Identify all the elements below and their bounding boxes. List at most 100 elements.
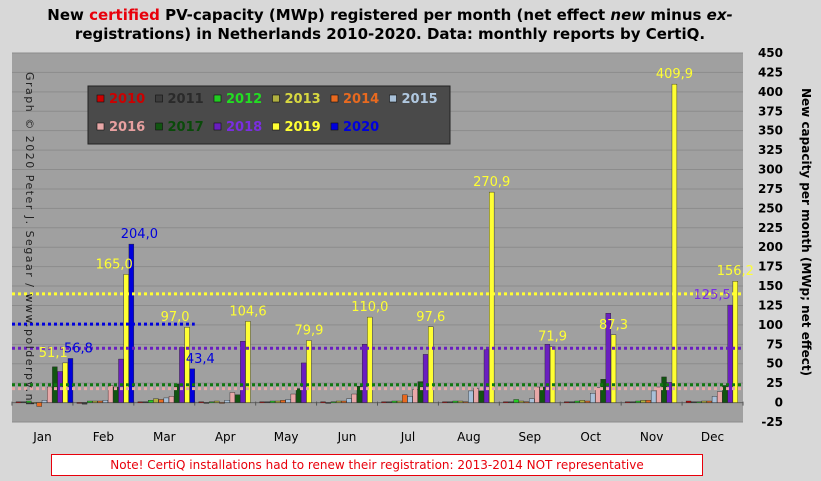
bar xyxy=(62,362,68,403)
bar xyxy=(15,401,22,403)
bar xyxy=(31,402,37,404)
bar xyxy=(325,402,331,404)
bar xyxy=(691,401,697,403)
value-label: 110,0 xyxy=(351,300,388,315)
legend-label: 2011 xyxy=(168,92,204,107)
value-label: 125,5 xyxy=(694,288,731,303)
y-tick-label: 350 xyxy=(758,124,783,138)
bar xyxy=(473,388,479,403)
bar xyxy=(234,394,241,403)
title-part-3: minus xyxy=(645,6,707,24)
bar xyxy=(229,392,236,403)
bar xyxy=(335,400,342,403)
bar xyxy=(198,401,204,403)
bar xyxy=(224,400,230,403)
bar xyxy=(457,400,464,403)
bar xyxy=(381,401,387,403)
credit-text: Graph © 2020 Peter J. Segaar / www.polde… xyxy=(23,72,36,407)
bar xyxy=(523,401,530,403)
y-tick-label: 400 xyxy=(758,85,783,99)
bar xyxy=(402,394,408,403)
bar xyxy=(595,387,601,403)
y-tick-label: 300 xyxy=(758,163,783,177)
bar xyxy=(92,400,98,403)
bar xyxy=(412,389,418,403)
bar xyxy=(179,347,185,403)
x-tick-label: May xyxy=(274,430,299,444)
bar-layer xyxy=(15,83,738,407)
x-tick-label: Oct xyxy=(580,430,601,444)
bar xyxy=(356,386,363,403)
bar xyxy=(483,349,490,403)
legend-label: 2016 xyxy=(109,120,145,135)
bar xyxy=(463,401,469,403)
bar xyxy=(102,400,109,403)
value-label: 270,9 xyxy=(473,175,510,190)
legend-swatch xyxy=(330,94,339,103)
bar xyxy=(407,396,413,403)
bar xyxy=(727,304,733,403)
bar xyxy=(706,400,712,403)
bar xyxy=(123,274,129,403)
legend-label: 2019 xyxy=(285,120,321,135)
value-label: 204,0 xyxy=(121,227,158,242)
x-tick-label: Jan xyxy=(32,430,52,444)
bar xyxy=(650,390,657,403)
bar xyxy=(163,397,169,403)
x-tick-label: Apr xyxy=(215,430,236,444)
legend-swatch xyxy=(272,122,280,131)
bar xyxy=(269,400,276,403)
value-label: 71,9 xyxy=(538,330,567,345)
bar xyxy=(468,390,474,403)
x-tick-label: Dec xyxy=(701,430,724,444)
legend: 2010 2011 2012 2013 2014 2015 2016 2017 2018 2019… xyxy=(87,85,451,145)
bar xyxy=(259,401,265,403)
value-label-layer: 51,156,8 165,0 204,0 97,0 43,4 104,6 79,9 110,0… xyxy=(39,67,754,367)
bar xyxy=(529,398,535,403)
bar xyxy=(391,400,398,403)
bar xyxy=(158,399,164,403)
bar xyxy=(428,326,434,403)
y-tick-label: 150 xyxy=(758,279,783,293)
bar xyxy=(610,334,617,403)
bar xyxy=(67,358,74,403)
bar xyxy=(590,393,596,403)
bar xyxy=(717,391,723,403)
legend-label: 2010 xyxy=(109,92,145,107)
y-tick-label: 450 xyxy=(758,46,783,60)
legend-swatch xyxy=(330,122,339,131)
bar xyxy=(711,396,718,403)
value-label: 104,6 xyxy=(229,304,266,319)
y-tick-label: 250 xyxy=(758,201,783,215)
legend-label: 2018 xyxy=(226,120,262,135)
y-tick-label: 25 xyxy=(766,376,783,390)
reference-line-layer xyxy=(12,292,743,391)
bar xyxy=(534,386,540,403)
legend-label: 2014 xyxy=(343,92,379,107)
bar xyxy=(57,371,63,403)
bar xyxy=(153,398,159,403)
y-tick-label: 275 xyxy=(758,182,783,196)
bar xyxy=(346,398,352,403)
value-label: 97,0 xyxy=(161,310,190,325)
bar xyxy=(240,341,246,403)
bar xyxy=(544,344,551,403)
bar xyxy=(264,401,270,403)
bar xyxy=(113,386,119,403)
bar xyxy=(26,400,32,403)
bar xyxy=(36,402,42,407)
bar xyxy=(361,344,368,403)
bar xyxy=(301,362,307,403)
title-part-1: New xyxy=(47,6,90,24)
bar xyxy=(275,400,281,403)
x-tick-label: Jun xyxy=(337,430,357,444)
bar xyxy=(701,400,707,403)
bar xyxy=(666,382,672,403)
bar xyxy=(41,400,48,403)
y-tick-label: 175 xyxy=(758,260,783,274)
y-tick-label: 100 xyxy=(758,318,783,332)
legend-swatch xyxy=(213,94,222,103)
bar xyxy=(21,401,27,403)
bar xyxy=(285,399,291,403)
